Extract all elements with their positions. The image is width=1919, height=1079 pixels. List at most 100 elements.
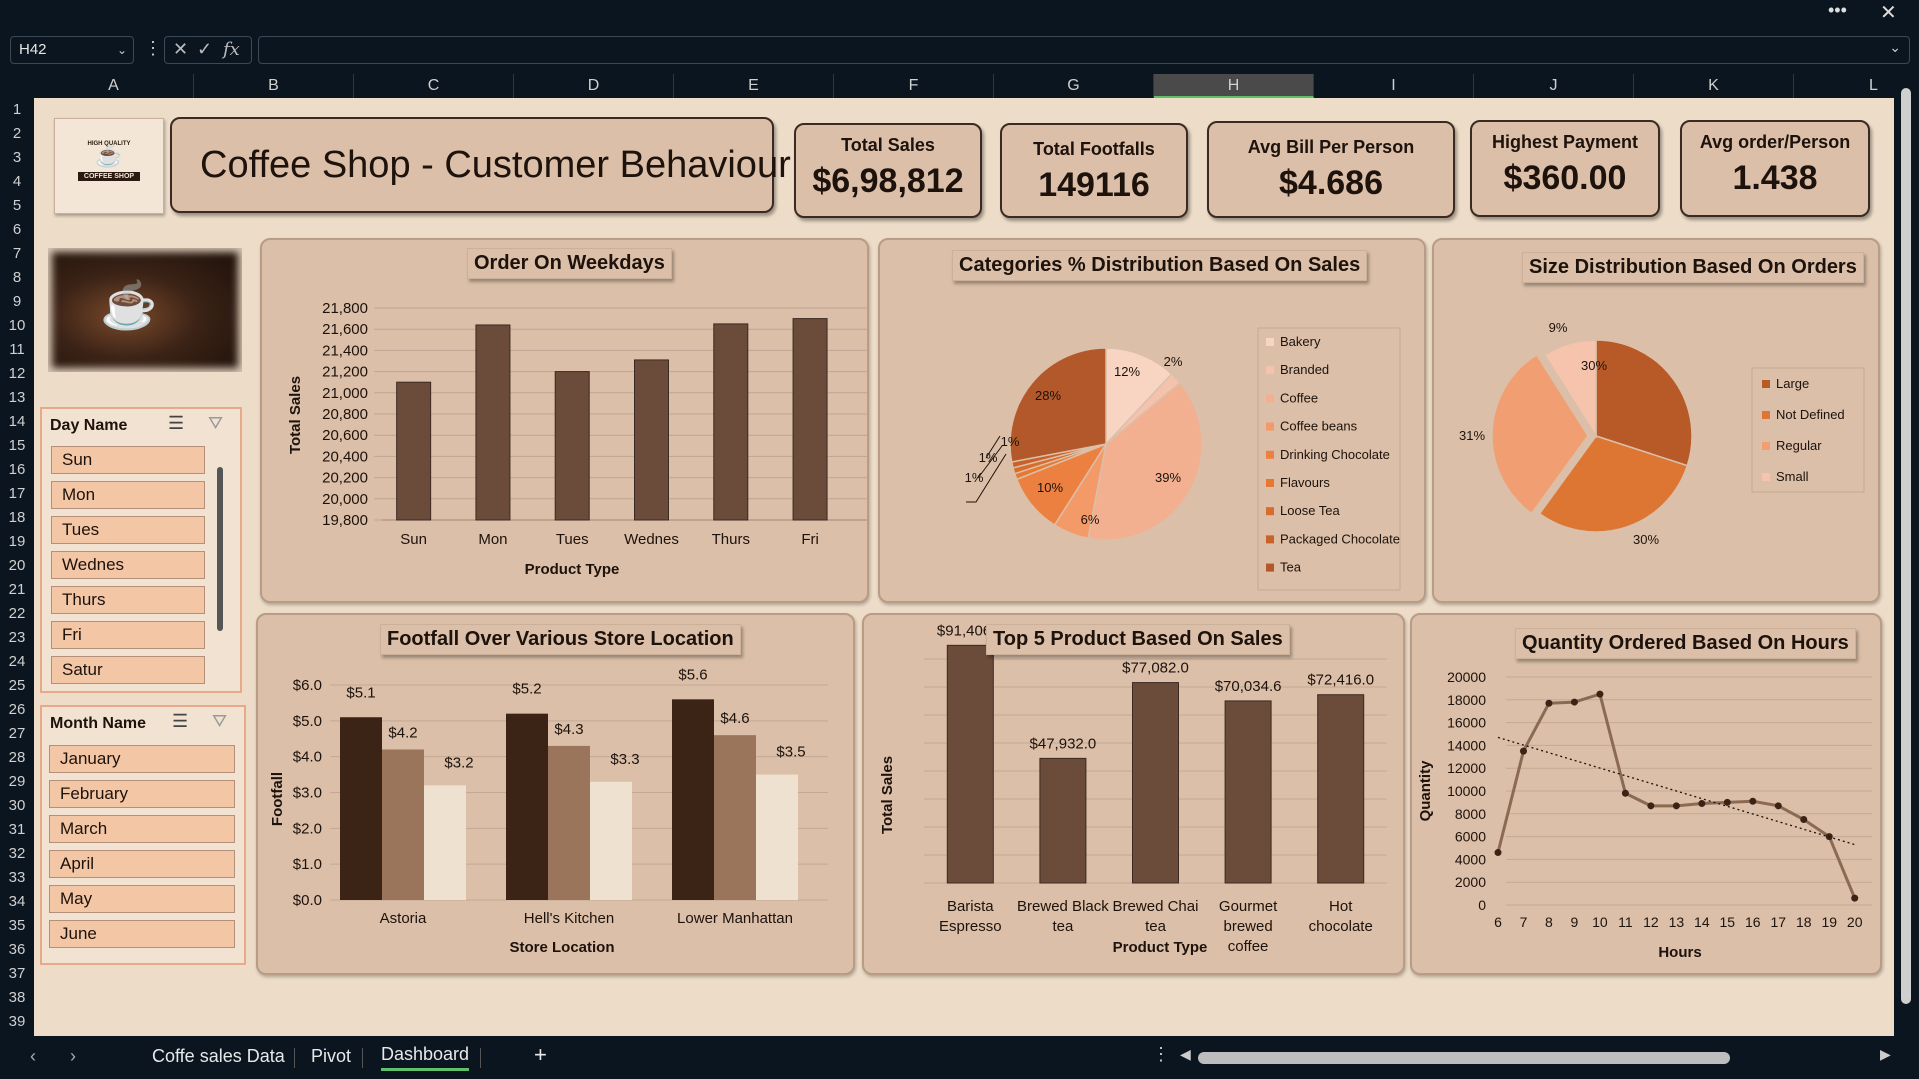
- row-header[interactable]: 13: [8, 389, 26, 406]
- scroll-left-icon[interactable]: ◀: [1180, 1046, 1191, 1062]
- row-header[interactable]: 9: [12, 293, 22, 310]
- row-header[interactable]: 14: [8, 413, 26, 430]
- clear-filter-icon[interactable]: ⛛: [212, 711, 228, 731]
- column-header-f[interactable]: F: [834, 74, 994, 98]
- row-header[interactable]: 20: [8, 557, 26, 574]
- function-icon[interactable]: fx: [223, 39, 240, 60]
- month-slicer-item[interactable]: February: [49, 780, 235, 808]
- day-slicer-item[interactable]: Sun: [51, 446, 205, 474]
- day-slicer-item[interactable]: Tues: [51, 516, 205, 544]
- kpi-value: 1.438: [1732, 159, 1818, 197]
- name-box[interactable]: H42 ⌄: [10, 36, 134, 64]
- day-slicer-item[interactable]: Fri: [51, 621, 205, 649]
- horizontal-scroll-thumb[interactable]: [1198, 1052, 1730, 1064]
- row-header[interactable]: 33: [8, 869, 26, 886]
- row-header[interactable]: 18: [8, 509, 26, 526]
- column-header-d[interactable]: D: [514, 74, 674, 98]
- more-vertical-icon[interactable]: ⋮: [144, 38, 162, 58]
- slicer-scrollbar[interactable]: [217, 467, 223, 631]
- column-header-a[interactable]: A: [34, 74, 194, 98]
- row-header[interactable]: 35: [8, 917, 26, 934]
- vertical-scroll-thumb[interactable]: [1901, 88, 1911, 1004]
- legend-entry: Tea: [1280, 560, 1302, 575]
- y-tick-label: $5.0: [293, 713, 322, 730]
- multi-select-icon[interactable]: ☰: [172, 711, 189, 731]
- column-header-c[interactable]: C: [354, 74, 514, 98]
- row-header[interactable]: 29: [8, 773, 26, 790]
- day-slicer-item[interactable]: Wednes: [51, 551, 205, 579]
- row-header[interactable]: 19: [8, 533, 26, 550]
- row-header[interactable]: 31: [8, 821, 26, 838]
- prev-sheet-icon[interactable]: ‹: [30, 1046, 36, 1066]
- row-header[interactable]: 39: [8, 1013, 26, 1030]
- row-header[interactable]: 38: [8, 989, 26, 1006]
- row-header[interactable]: 6: [12, 221, 22, 238]
- row-header[interactable]: 28: [8, 749, 26, 766]
- row-header[interactable]: 22: [8, 605, 26, 622]
- row-header[interactable]: 21: [8, 581, 26, 598]
- chevron-down-icon[interactable]: ⌄: [116, 43, 127, 57]
- expand-formula-icon[interactable]: ⌄: [1889, 39, 1901, 55]
- column-header-l[interactable]: L: [1794, 74, 1919, 98]
- row-header[interactable]: 1: [12, 101, 22, 118]
- row-header[interactable]: 23: [8, 629, 26, 646]
- day-slicer-item[interactable]: Mon: [51, 481, 205, 509]
- formula-input[interactable]: ⌄: [258, 36, 1910, 64]
- row-header[interactable]: 3: [12, 149, 22, 166]
- column-header-g[interactable]: G: [994, 74, 1154, 98]
- scroll-right-icon[interactable]: ▶: [1880, 1046, 1891, 1062]
- clear-filter-icon[interactable]: ⛛: [208, 413, 224, 433]
- row-header[interactable]: 10: [8, 317, 26, 334]
- row-header[interactable]: 32: [8, 845, 26, 862]
- row-header[interactable]: 8: [12, 269, 22, 286]
- day-slicer-item[interactable]: Satur: [51, 656, 205, 684]
- pie-slice: [1087, 381, 1203, 541]
- row-header[interactable]: 17: [8, 485, 26, 502]
- row-header[interactable]: 34: [8, 893, 26, 910]
- enter-icon[interactable]: ✓: [197, 39, 213, 59]
- row-header[interactable]: 11: [9, 341, 25, 358]
- row-header[interactable]: 7: [12, 245, 22, 262]
- column-header-j[interactable]: J: [1474, 74, 1634, 98]
- legend-entry: Branded: [1280, 362, 1329, 377]
- row-header[interactable]: 2: [12, 125, 22, 142]
- column-header-b[interactable]: B: [194, 74, 354, 98]
- row-header[interactable]: 37: [8, 965, 26, 982]
- month-slicer-item[interactable]: May: [49, 885, 235, 913]
- y-axis-title: Total Sales: [879, 756, 896, 834]
- row-header[interactable]: 27: [8, 725, 26, 742]
- column-header-i[interactable]: I: [1314, 74, 1474, 98]
- cancel-icon[interactable]: ✕: [173, 39, 189, 59]
- x-tick-label: 8: [1545, 914, 1553, 930]
- month-slicer-item[interactable]: January: [49, 745, 235, 773]
- month-slicer-item[interactable]: June: [49, 920, 235, 948]
- sheet-tab-bar: ‹ › Coffe sales Data Pivot Dashboard + ⋮…: [0, 1036, 1919, 1079]
- row-header[interactable]: 15: [8, 437, 26, 454]
- column-header-e[interactable]: E: [674, 74, 834, 98]
- multi-select-icon[interactable]: ☰: [168, 413, 185, 433]
- more-vertical-icon[interactable]: ⋮: [1152, 1044, 1170, 1064]
- row-header[interactable]: 36: [8, 941, 26, 958]
- row-header[interactable]: 12: [8, 365, 26, 382]
- add-sheet-icon[interactable]: +: [534, 1042, 547, 1067]
- tab-pivot[interactable]: Pivot: [311, 1046, 352, 1066]
- next-sheet-icon[interactable]: ›: [70, 1046, 76, 1066]
- month-slicer-item[interactable]: April: [49, 850, 235, 878]
- vertical-scrollbar[interactable]: [1894, 74, 1919, 1036]
- row-header[interactable]: 24: [8, 653, 26, 670]
- close-icon[interactable]: ✕: [1880, 2, 1897, 24]
- row-header[interactable]: 26: [8, 701, 26, 718]
- x-axis-title: Store Location: [509, 939, 614, 956]
- column-header-h[interactable]: H: [1154, 74, 1314, 98]
- row-header[interactable]: 25: [8, 677, 26, 694]
- column-header-k[interactable]: K: [1634, 74, 1794, 98]
- row-header[interactable]: 5: [12, 197, 22, 214]
- row-header[interactable]: 4: [12, 173, 22, 190]
- row-header[interactable]: 16: [8, 461, 26, 478]
- month-slicer-item[interactable]: March: [49, 815, 235, 843]
- row-header[interactable]: 30: [8, 797, 26, 814]
- tab-dashboard[interactable]: Dashboard: [381, 1044, 470, 1071]
- tab-coffe-sales-data[interactable]: Coffe sales Data: [152, 1046, 285, 1066]
- more-options-icon[interactable]: •••: [1828, 0, 1847, 20]
- day-slicer-item[interactable]: Thurs: [51, 586, 205, 614]
